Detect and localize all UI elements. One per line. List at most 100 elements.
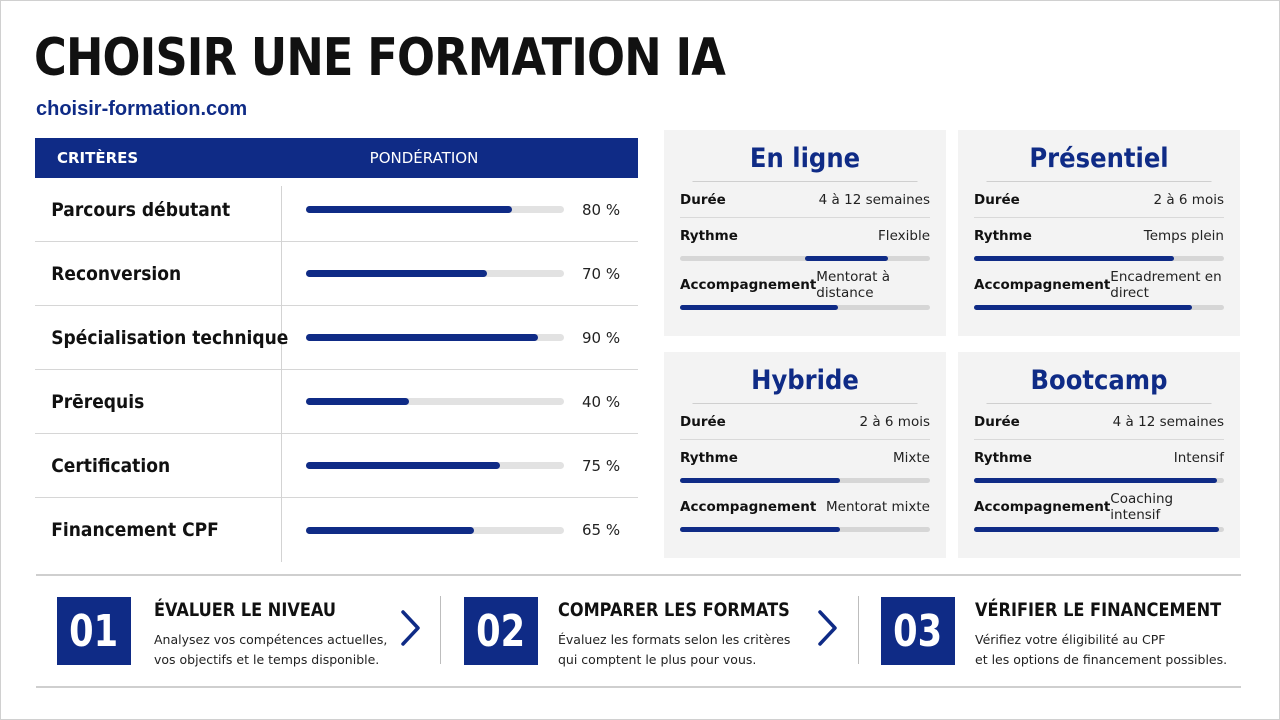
criteria-row: Financement CPF 65 % bbox=[35, 498, 638, 562]
step-separator bbox=[858, 596, 859, 664]
support-value: Encadrement en direct bbox=[1110, 269, 1222, 301]
pace-row: Rythme Temps plein bbox=[974, 218, 1224, 254]
weight-bar-fill bbox=[306, 334, 539, 341]
pace-bar bbox=[974, 256, 1224, 261]
pace-value: Flexible bbox=[878, 228, 930, 244]
criteria-label: Spécialisation technique bbox=[51, 326, 289, 349]
duration-row: Durée 4 à 12 semaines bbox=[680, 182, 930, 218]
support-bar-fill bbox=[974, 305, 1192, 310]
criteria-column-header: CRITÈRES bbox=[57, 149, 139, 167]
format-card-en-ligne: En ligne Durée 4 à 12 semaines Rythme Flex… bbox=[664, 130, 946, 336]
step-title: ÉVALUER LE NIVEAU bbox=[154, 599, 336, 621]
criteria-row: Prērequis 40 % bbox=[35, 370, 638, 434]
format-card-presentiel: Présentiel Durée 2 à 6 mois Rythme Temps p… bbox=[958, 130, 1240, 336]
support-row: Accompagnement Coaching intensif bbox=[974, 489, 1224, 525]
criteria-label: Parcours débutant bbox=[51, 198, 231, 221]
duration-label: Durée bbox=[680, 191, 726, 208]
support-bar bbox=[680, 527, 930, 532]
weight-value: 80 % bbox=[582, 200, 621, 219]
step-title: COMPARER LES FORMATS bbox=[558, 599, 790, 621]
step-description: Vérifiez votre éligibilité au CPF et les… bbox=[975, 630, 1227, 670]
support-label: Accompagnement bbox=[974, 277, 1111, 293]
duration-label: Durée bbox=[974, 413, 1020, 430]
support-value: Mentorat à distance bbox=[816, 269, 891, 301]
step-description-line: Analysez vos compétences actuelles, bbox=[154, 632, 388, 647]
support-bar-fill bbox=[974, 527, 1219, 532]
step-title: VÉRIFIER LE FINANCEMENT bbox=[975, 599, 1222, 621]
pace-bar-fill bbox=[805, 256, 888, 261]
weight-bar bbox=[306, 462, 564, 469]
step-number: 01 bbox=[69, 605, 119, 657]
format-title: Bootcamp bbox=[986, 352, 1212, 404]
support-bar bbox=[974, 305, 1224, 310]
support-label: Accompagnement bbox=[974, 499, 1111, 515]
duration-row: Durée 4 à 12 semaines bbox=[974, 404, 1224, 440]
weight-bar bbox=[306, 526, 564, 534]
divider-top bbox=[36, 574, 1241, 576]
weight-value: 75 % bbox=[582, 456, 621, 475]
format-card-bootcamp: Bootcamp Durée 4 à 12 semaines Rythme Inte… bbox=[958, 352, 1240, 558]
support-label: Accompagnement bbox=[680, 499, 817, 515]
divider-bottom bbox=[36, 686, 1241, 688]
pace-bar bbox=[680, 478, 930, 483]
step-separator bbox=[440, 596, 441, 664]
weight-bar-fill bbox=[306, 526, 474, 534]
weight-bar-fill bbox=[306, 398, 410, 405]
format-title: En ligne bbox=[692, 130, 918, 182]
support-value: Coaching intensif bbox=[1110, 491, 1174, 523]
pace-bar-fill bbox=[974, 478, 1217, 483]
criteria-label: Reconversion bbox=[51, 262, 182, 285]
duration-row: Durée 2 à 6 mois bbox=[680, 404, 930, 440]
duration-label: Durée bbox=[680, 413, 726, 430]
weight-bar bbox=[306, 398, 564, 405]
weight-bar-fill bbox=[306, 206, 513, 213]
chevron-right-icon bbox=[401, 610, 420, 646]
weight-bar-fill bbox=[306, 270, 487, 277]
format-title: Hybride bbox=[692, 352, 918, 404]
weight-bar-fill bbox=[306, 462, 500, 469]
page-title: CHOISIR UNE FORMATION IA bbox=[34, 28, 726, 88]
format-card-hybride: Hybride Durée 2 à 6 mois Rythme Mixte Acco… bbox=[664, 352, 946, 558]
weight-value: 70 % bbox=[582, 264, 621, 283]
pace-row: Rythme Intensif bbox=[974, 440, 1224, 476]
step-description-line: et les options de financement possibles. bbox=[975, 652, 1228, 667]
step-description: Évaluez les formats selon les critères q… bbox=[558, 630, 790, 670]
pace-bar bbox=[974, 478, 1224, 483]
support-label: Accompagnement bbox=[680, 277, 817, 293]
site-url: choisir-formation.com bbox=[36, 98, 248, 120]
pace-value: Intensif bbox=[1173, 450, 1224, 466]
support-bar-fill bbox=[680, 305, 838, 310]
duration-row: Durée 2 à 6 mois bbox=[974, 182, 1224, 218]
support-bar bbox=[974, 527, 1224, 532]
pace-value: Temps plein bbox=[1143, 228, 1224, 244]
pace-label: Rythme bbox=[974, 450, 1032, 466]
step-description: Analysez vos compétences actuelles, vos … bbox=[154, 630, 387, 670]
weight-value: 90 % bbox=[582, 328, 621, 347]
step-description-line: Vérifiez votre éligibilité au CPF bbox=[975, 632, 1166, 647]
criteria-label: Certification bbox=[51, 454, 171, 477]
step-description-line: vos objectifs et le temps disponible. bbox=[154, 652, 380, 667]
weight-bar bbox=[306, 206, 564, 213]
step-number: 03 bbox=[893, 605, 943, 657]
pace-label: Rythme bbox=[680, 450, 738, 466]
step-number-badge: 01 bbox=[57, 597, 131, 665]
support-row: Accompagnement Mentorat mixte bbox=[680, 489, 930, 525]
criteria-label: Prērequis bbox=[51, 390, 145, 413]
chevron-right-icon bbox=[818, 610, 837, 646]
support-bar bbox=[680, 305, 930, 310]
pace-row: Rythme Flexible bbox=[680, 218, 930, 254]
duration-value: 2 à 6 mois bbox=[859, 413, 930, 430]
step-number: 02 bbox=[476, 605, 526, 657]
duration-value: 2 à 6 mois bbox=[1153, 191, 1224, 208]
support-value: Mentorat mixte bbox=[826, 499, 930, 515]
criteria-body: Parcours débutant 80 % Reconversion 70 %… bbox=[35, 178, 638, 562]
criteria-row: Spécialisation technique 90 % bbox=[35, 306, 638, 370]
criteria-row: Parcours débutant 80 % bbox=[35, 178, 638, 242]
weight-column-header: PONDÉRATION bbox=[369, 149, 479, 167]
support-row: Accompagnement Encadrement en direct bbox=[974, 267, 1224, 303]
duration-value: 4 à 12 semaines bbox=[818, 191, 930, 208]
weight-bar bbox=[306, 334, 564, 341]
step-number-badge: 03 bbox=[881, 597, 955, 665]
criteria-row: Certification 75 % bbox=[35, 434, 638, 498]
step-number-badge: 02 bbox=[464, 597, 538, 665]
